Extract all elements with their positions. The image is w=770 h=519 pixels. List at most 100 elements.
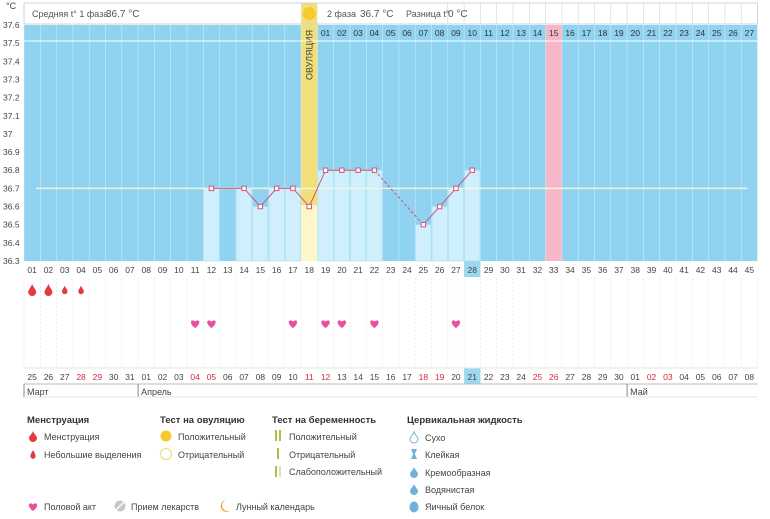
cycle-day-label: 27: [451, 265, 461, 275]
y-tick-label: 37: [3, 129, 13, 139]
y-tick-label: 37.5: [3, 38, 20, 48]
cycle-day-label: 43: [712, 265, 722, 275]
phase2-label: 2 фаза: [327, 9, 356, 19]
temp-bar: [431, 206, 448, 262]
legend-menstruation-title: Менструация: [27, 415, 89, 426]
intercourse-heart-icon: [190, 320, 200, 328]
top-day-label: 04: [370, 28, 380, 38]
calendar-date-label: 04: [190, 372, 200, 382]
legend-ovulation-title: Тест на овуляцию: [160, 415, 245, 426]
calendar-date-label: 07: [728, 372, 738, 382]
cycle-day-label: 45: [745, 265, 755, 275]
header-left-cover: [24, 3, 302, 24]
calendar-date-label: 24: [516, 372, 526, 382]
phase1-label: Средняя t° 1 фаза: [32, 9, 108, 19]
month-label: Май: [630, 387, 648, 397]
calendar-date-label: 05: [696, 372, 706, 382]
temp-point: [322, 167, 329, 173]
cycle-day-label: 02: [44, 265, 54, 275]
legend-pregnancy-positive-label: Положительный: [289, 432, 357, 442]
temp-bar: [333, 169, 350, 262]
y-tick-label: 36.5: [3, 220, 20, 230]
legend-pregnancy-weak-label: Слабоположительный: [289, 467, 382, 477]
legend-medication-label: Прием лекарств: [131, 502, 199, 512]
temp-bar: [236, 188, 252, 262]
cycle-day-label: 04: [76, 265, 86, 275]
legend-pregnancy-weak-icon: [275, 466, 277, 477]
temp-bar: [415, 224, 432, 262]
calendar-date-label: 09: [272, 372, 282, 382]
calendar-date-label: 02: [647, 372, 657, 382]
highlight-column: [545, 25, 562, 261]
temp-point: [355, 167, 361, 173]
header-right-cover: [317, 3, 440, 24]
cycle-day-label: 07: [125, 265, 135, 275]
temp-bar: [317, 169, 334, 262]
cycle-day-label: 16: [272, 265, 282, 275]
temp-bar: [203, 188, 220, 262]
cycle-day-label: 09: [158, 265, 168, 275]
calendar-date-label: 15: [370, 372, 380, 382]
cycle-day-label: 22: [370, 265, 380, 275]
temp-point: [453, 185, 459, 192]
calendar-date-label: 19: [435, 372, 445, 382]
legend-cervical-label: Сухо: [425, 433, 445, 443]
diff-label: Разница t°: [406, 9, 450, 19]
y-tick-label: 37.3: [3, 74, 20, 84]
calendar-date-label: 02: [158, 372, 168, 382]
cycle-day-label: 20: [337, 265, 347, 275]
temp-point: [339, 167, 345, 173]
legend-moon-label: Лунный календарь: [236, 502, 315, 512]
legend-watery-icon: [410, 484, 418, 495]
top-day-label: 14: [533, 28, 543, 38]
menstruation-drop-icon: [44, 284, 53, 296]
temp-bar: [284, 188, 301, 262]
top-day-label: 05: [386, 28, 396, 38]
temp-bar: [350, 169, 367, 262]
legend-creamy-icon: [410, 467, 418, 478]
calendar-date-label: 16: [386, 372, 396, 382]
legend-cervical-label: Водянистая: [425, 485, 474, 495]
calendar-date-label: 17: [402, 372, 412, 382]
month-label: Апрель: [141, 387, 172, 397]
legend-cervical-label: Клейкая: [425, 450, 460, 460]
calendar-date-label: 14: [353, 372, 363, 382]
legend-menstruation-icon: [29, 431, 37, 442]
cycle-day-label: 03: [60, 265, 70, 275]
temp-bar: [252, 206, 269, 262]
calendar-date-label: 20: [451, 372, 461, 382]
calendar-date-label: 27: [565, 372, 575, 382]
cycle-day-label: 37: [614, 265, 624, 275]
cycle-day-label: 08: [142, 265, 152, 275]
top-day-label: 17: [582, 28, 592, 38]
top-day-label: 26: [728, 28, 738, 38]
y-tick-label: 37.2: [3, 93, 20, 103]
top-day-label: 02: [337, 28, 347, 38]
legend-pregnancy-positive-icon: [275, 430, 277, 441]
cycle-day-label: 13: [223, 265, 233, 275]
cycle-day-label: 44: [728, 265, 738, 275]
cycle-day-label: 12: [207, 265, 217, 275]
top-day-label: 15: [549, 28, 559, 38]
calendar-date-label: 23: [500, 372, 510, 382]
header-border: [23, 2, 758, 25]
top-day-label: 22: [663, 28, 673, 38]
legend-menstruation-label: Менструация: [44, 432, 100, 442]
temp-bar: [447, 188, 464, 262]
temp-point: [420, 221, 427, 228]
temp-segment: [422, 206, 441, 226]
temp-segment: [374, 169, 424, 226]
cycle-day-label: 23: [386, 265, 396, 275]
calendar-date-label: 29: [93, 372, 103, 382]
cycle-day-label: 15: [256, 265, 266, 275]
temp-point: [469, 167, 475, 173]
cycle-day-label: 40: [663, 265, 673, 275]
legend-intercourse-icon: [28, 503, 38, 511]
temp-bar: [366, 169, 383, 262]
temp-point: [290, 185, 296, 192]
calendar-date-label: 30: [614, 372, 624, 382]
calendar-date-label: 30: [109, 372, 119, 382]
cycle-day-label: 14: [239, 265, 249, 275]
cycle-day-label: 19: [321, 265, 331, 275]
